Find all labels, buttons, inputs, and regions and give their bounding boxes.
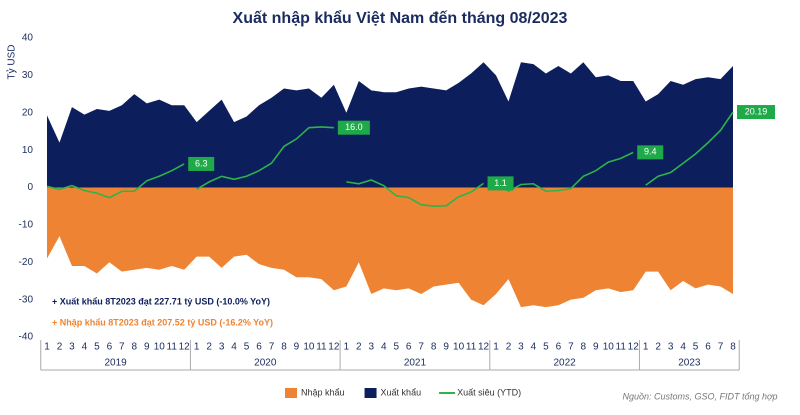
x-tick-label: 10 (303, 342, 315, 353)
x-tick-label: 3 (219, 342, 225, 353)
value-label: 20.19 (745, 106, 768, 116)
x-tick-label: 5 (393, 342, 399, 353)
x-tick-label: 2 (57, 342, 63, 353)
y-tick-label: 40 (22, 33, 34, 44)
x-tick-label: 8 (132, 342, 138, 353)
x-tick-label: 2 (356, 342, 362, 353)
legend-swatch (364, 388, 377, 398)
x-tick-label: 2 (506, 342, 512, 353)
y-tick-label: 0 (27, 182, 33, 193)
x-tick-label: 4 (82, 342, 88, 353)
area (47, 187, 733, 308)
x-tick-label: 6 (556, 342, 562, 353)
x-tick-label: 3 (668, 342, 674, 353)
x-tick-label: 9 (144, 342, 150, 353)
value-label-box (337, 120, 370, 135)
x-tick-label: 9 (593, 342, 599, 353)
x-tick-label: 8 (431, 342, 437, 353)
x-tick-label: 4 (531, 342, 537, 353)
chart-title: Xuất nhập khẩu Việt Nam đến tháng 08/202… (233, 9, 568, 27)
legend-label: Nhập khẩu (301, 387, 345, 397)
value-label-box (487, 176, 514, 191)
x-group-label: 2023 (678, 358, 701, 369)
x-tick-label: 11 (167, 342, 178, 353)
y-tick-label: 10 (22, 145, 34, 156)
x-tick-label: 5 (543, 342, 549, 353)
x-tick-label: 4 (680, 342, 686, 353)
y-tick-label: -30 (19, 294, 34, 305)
x-tick-label: 12 (179, 342, 191, 353)
x-tick-label: 6 (256, 342, 262, 353)
y-axis-label: Tỷ USD (6, 45, 18, 80)
y-tick-label: -20 (19, 257, 34, 268)
x-tick-label: 7 (269, 342, 275, 353)
value-label: 9.4 (644, 147, 657, 157)
x-tick-label: 4 (381, 342, 387, 353)
y-tick-label: -10 (19, 220, 34, 231)
x-tick-label: 9 (294, 342, 300, 353)
x-tick-label: 3 (69, 342, 75, 353)
line (346, 179, 484, 207)
area (47, 62, 733, 188)
line (645, 111, 734, 186)
value-label-box (188, 156, 215, 171)
x-tick-label: 3 (518, 342, 524, 353)
value-label-box (637, 145, 664, 160)
x-tick-label: 10 (154, 342, 166, 353)
x-tick-label: 1 (44, 342, 50, 353)
x-tick-label: 5 (94, 342, 100, 353)
x-group-label: 2022 (553, 358, 576, 369)
x-tick-label: 11 (616, 342, 627, 353)
x-group-label: 2021 (404, 358, 427, 369)
x-tick-label: 12 (478, 342, 490, 353)
x-tick-label: 1 (344, 342, 350, 353)
x-tick-label: 2 (655, 342, 661, 353)
x-tick-label: 5 (244, 342, 250, 353)
legend-swatch (285, 388, 297, 398)
x-tick-label: 4 (231, 342, 237, 353)
y-tick-label: 20 (22, 107, 34, 118)
y-tick-label: -40 (19, 332, 34, 343)
x-tick-label: 7 (119, 342, 125, 353)
legend-label: Xuất khẩu (381, 387, 422, 397)
value-label: 16.0 (345, 122, 363, 132)
x-tick-label: 10 (603, 342, 615, 353)
x-tick-label: 11 (466, 342, 477, 353)
x-tick-label: 7 (568, 342, 574, 353)
x-tick-label: 8 (730, 342, 736, 353)
x-tick-label: 8 (281, 342, 287, 353)
x-tick-label: 7 (718, 342, 724, 353)
source: Nguồn: Customs, GSO, FIDT tổng hợp (623, 391, 778, 401)
x-tick-label: 9 (443, 342, 449, 353)
x-group-label: 2019 (104, 358, 127, 369)
x-tick-label: 11 (316, 342, 327, 353)
x-group-label: 2020 (254, 358, 277, 369)
x-tick-label: 8 (581, 342, 587, 353)
x-tick-label: 12 (328, 342, 340, 353)
y-tick-label: 30 (22, 70, 34, 81)
value-label-box (737, 105, 775, 120)
value-label: 1.1 (494, 178, 507, 188)
value-label: 6.3 (195, 158, 208, 168)
x-tick-label: 12 (628, 342, 640, 353)
x-tick-label: 3 (369, 342, 375, 353)
legend-label: Xuất siêu (YTD) (457, 387, 521, 397)
x-tick-label: 10 (453, 342, 465, 353)
annotation: + Nhập khẩu 8T2023 đạt 207.52 tỷ USD (-1… (52, 317, 273, 327)
line (495, 151, 634, 193)
x-tick-label: 7 (418, 342, 424, 353)
x-tick-label: 1 (493, 342, 499, 353)
x-tick-label: 2 (206, 342, 212, 353)
x-tick-label: 6 (107, 342, 113, 353)
x-tick-label: 6 (705, 342, 711, 353)
x-tick-label: 5 (693, 342, 699, 353)
x-tick-label: 6 (406, 342, 412, 353)
x-tick-label: 1 (194, 342, 200, 353)
line (196, 126, 334, 191)
x-tick-label: 1 (643, 342, 649, 353)
annotation: + Xuất khẩu 8T2023 đạt 227.71 tỷ USD (-1… (52, 296, 270, 306)
line (46, 163, 185, 199)
